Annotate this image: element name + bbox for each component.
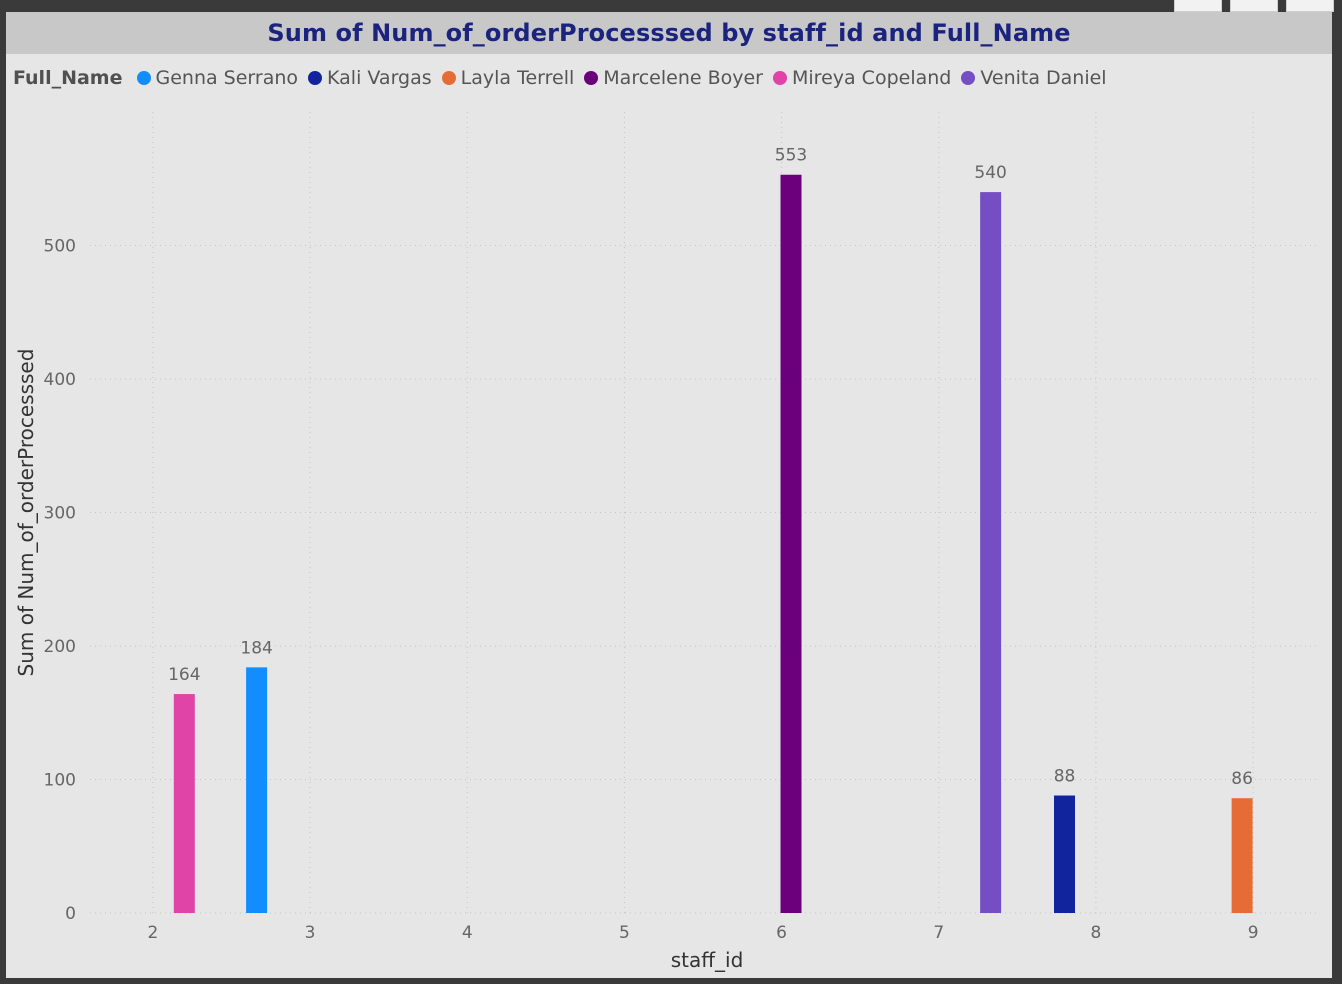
legend-label: Marcelene Boyer [603,67,763,89]
legend-dot-icon [441,71,456,85]
legend-dot-icon [584,71,599,85]
x-tick-label: 3 [305,923,316,943]
legend-item[interactable]: Genna Serrano [136,67,299,89]
bar [780,174,802,913]
legend-dot-icon [308,71,323,85]
legend: Full_Name Genna Serrano Kali Vargas Layla … [13,64,1117,92]
more-options-icon[interactable] [1286,0,1334,12]
data-label: 540 [974,163,1006,183]
chart-visual: Sum of Num_of_orderProcesssed by staff_i… [6,12,1332,978]
chart-title: Sum of Num_of_orderProcesssed by staff_i… [267,19,1071,47]
bar [1231,798,1253,913]
y-axis-title: Sum of Num_of_orderProcesssed [14,349,38,677]
legend-item[interactable]: Venita Daniel [961,67,1107,89]
visual-header-controls [1174,0,1334,12]
legend-label: Kali Vargas [327,67,432,89]
filter-icon[interactable] [1174,0,1222,12]
bar [980,192,1002,914]
bar [246,667,268,913]
x-tick-label: 8 [1091,923,1102,943]
legend-label: Genna Serrano [155,67,299,89]
legend-item[interactable]: Kali Vargas [308,67,432,89]
legend-item[interactable]: Mireya Copeland [773,67,951,89]
y-tick-label: 0 [65,904,76,924]
x-tick-label: 9 [1248,923,1259,943]
data-label: 553 [775,146,807,166]
legend-title: Full_Name [13,67,123,89]
bar [1054,795,1076,913]
legend-dot-icon [136,71,151,85]
x-tick-label: 2 [147,923,158,943]
data-label: 88 [1054,767,1076,787]
legend-label: Mireya Copeland [792,67,952,89]
bar-chart: 0 100 200 300 400 500 2 3 4 5 6 7 8 9 staff_id Sum of N… [14,112,1316,972]
focus-mode-icon[interactable] [1230,0,1278,12]
data-label: 164 [168,665,200,685]
y-tick-label: 400 [44,370,76,390]
x-tick-label: 4 [462,923,473,943]
legend-item[interactable]: Layla Terrell [441,67,575,89]
x-tick-label: 7 [933,923,944,943]
legend-label: Venita Daniel [980,67,1107,89]
data-label: 184 [240,638,272,658]
legend-dot-icon [961,71,976,85]
y-tick-label: 300 [44,504,76,524]
x-tick-label: 6 [776,923,787,943]
legend-item[interactable]: Marcelene Boyer [584,67,763,89]
x-tick-label: 5 [619,923,630,943]
bar [173,694,195,913]
legend-label: Layla Terrell [460,67,575,89]
x-axis-title: staff_id [671,948,744,972]
legend-dot-icon [773,71,787,85]
legend-items: Genna Serrano Kali Vargas Layla Terrell Mar… [136,67,1117,89]
chart-title-bar: Sum of Num_of_orderProcesssed by staff_i… [6,12,1332,54]
y-tick-label: 500 [44,237,76,257]
data-label: 86 [1231,769,1253,789]
y-tick-label: 200 [44,637,76,657]
y-tick-label: 100 [44,771,76,791]
